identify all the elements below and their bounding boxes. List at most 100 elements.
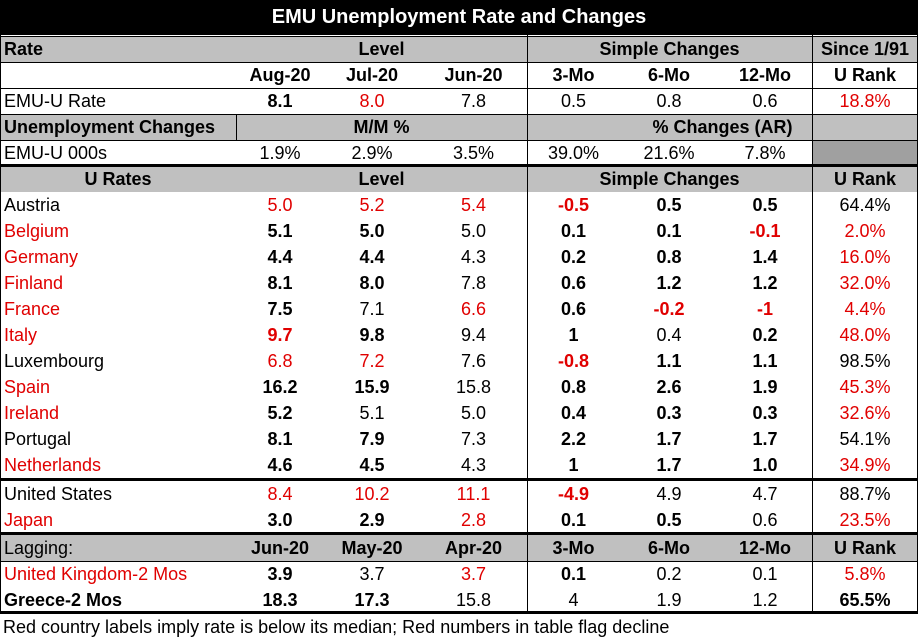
table-row: Netherlands 4.6 4.5 4.3 1 1.7 1.0 34.9% <box>0 452 918 478</box>
column-header: 3-Mo <box>527 535 620 561</box>
table-row: Ireland 5.2 5.1 5.0 0.4 0.3 0.3 32.6% <box>0 400 918 426</box>
table-cell: 98.5% <box>839 351 891 371</box>
table-row: Germany 4.4 4.4 4.3 0.2 0.8 1.4 16.0% <box>0 244 918 270</box>
table-row: Italy 9.7 9.8 9.4 1 0.4 0.2 48.0% <box>0 322 918 348</box>
table-row: Spain 16.2 15.9 15.8 0.8 2.6 1.9 45.3% <box>0 374 918 400</box>
table-cell: 15.8 <box>455 377 492 397</box>
table-cell: 0.8 <box>656 91 682 111</box>
table-cell: 5.2 <box>267 403 293 423</box>
table-cell: 7.3 <box>460 429 487 449</box>
table-cell: 1.2 <box>752 590 778 610</box>
row-divider <box>0 611 918 614</box>
table-cell: 1.2 <box>752 273 778 293</box>
table-row: Belgium 5.1 5.0 5.0 0.1 0.1 -0.1 2.0% <box>0 218 918 244</box>
table-cell: 7.5 <box>267 299 293 319</box>
row-label: EMU-U 000s <box>4 143 108 163</box>
row-label: Finland <box>4 273 64 293</box>
row-label: Austria <box>4 195 61 215</box>
table-cell: 0.2 <box>560 247 587 267</box>
table-cell: 2.2 <box>560 429 587 449</box>
column-divider <box>527 35 528 613</box>
table-cell: 5.4 <box>460 195 487 215</box>
column-header: 12-Mo <box>738 65 791 85</box>
row-divider <box>0 478 918 481</box>
table-cell: 1.0 <box>752 455 778 475</box>
table-cell: 39.0% <box>547 143 600 163</box>
row-divider <box>0 561 918 562</box>
column-header: 12-Mo <box>718 535 812 561</box>
table-row: United Kingdom-2 Mos 3.9 3.7 3.7 0.1 0.2 0.1 5.… <box>0 561 918 587</box>
row-label: Netherlands <box>4 455 102 475</box>
table-cell: 7.1 <box>359 299 385 319</box>
row-label: Spain <box>4 377 51 397</box>
table-cell: 5.0 <box>267 195 293 215</box>
table-cell: 3.7 <box>460 564 487 584</box>
row-divider <box>0 36 918 37</box>
row-label: Belgium <box>4 221 70 241</box>
header-mm: M/M % <box>236 114 527 140</box>
table-cell: 1.7 <box>752 429 778 449</box>
table-cell: 0.8 <box>656 247 682 267</box>
table-cell: 1.2 <box>656 273 682 293</box>
row-label: EMU-U Rate <box>4 91 107 111</box>
section-header-row: U Rates Level Simple Changes U Rank <box>0 166 918 192</box>
table-cell: 4.5 <box>359 455 385 475</box>
table-cell: 5.1 <box>359 403 385 423</box>
table-row: Portugal 8.1 7.9 7.3 2.2 1.7 1.7 54.1% <box>0 426 918 452</box>
table-cell: 64.4% <box>839 195 891 215</box>
empty-cell <box>812 140 918 166</box>
table-cell: 4.3 <box>460 247 487 267</box>
table-cell: 4 <box>568 590 579 610</box>
table-cell: 0.2 <box>656 564 682 584</box>
header-rate: Rate <box>0 36 236 62</box>
table-row: Greece-2 Mos 18.3 17.3 15.8 4 1.9 1.2 65.5% <box>0 587 918 613</box>
table-cell: 0.6 <box>752 510 778 530</box>
table-cell: 3.0 <box>267 510 293 530</box>
table-cell: -4.9 <box>557 484 590 504</box>
table-cell: 1.9% <box>259 143 301 163</box>
column-divider <box>812 35 813 613</box>
table-cell: 3.7 <box>359 564 385 584</box>
table-cell: 18.8% <box>839 91 891 111</box>
header-row-2: Aug-20 Jul-20 Jun-20 3-Mo 6-Mo 12-Mo U Rank <box>0 62 918 88</box>
section-header-row: Lagging: Jun-20 May-20 Apr-20 3-Mo 6-Mo 12-Mo U… <box>0 535 918 561</box>
table-cell: -0.5 <box>557 195 590 215</box>
header-simple-changes: Simple Changes <box>527 166 812 192</box>
row-label: Portugal <box>4 429 72 449</box>
table-cell: 4.4 <box>359 247 385 267</box>
table-cell: 4.4% <box>844 299 886 319</box>
table-cell: 6.8 <box>267 351 293 371</box>
table-cell: 7.8% <box>744 143 786 163</box>
row-label: Ireland <box>4 403 60 423</box>
table-cell: 0.4 <box>656 325 682 345</box>
table-cell: 0.6 <box>752 91 778 111</box>
table-cell: 7.8 <box>460 91 487 111</box>
table-row: Luxembourg 6.8 7.2 7.6 -0.8 1.1 1.1 98.5% <box>0 348 918 374</box>
table-cell: 1.7 <box>656 429 682 449</box>
table-cell: 34.9% <box>839 455 891 475</box>
header-simple-changes: Simple Changes <box>527 36 812 62</box>
row-label: United Kingdom-2 Mos <box>4 564 188 584</box>
row-label: United States <box>4 484 113 504</box>
table-cell: 2.8 <box>460 510 487 530</box>
table-row: Japan 3.0 2.9 2.8 0.1 0.5 0.6 23.5% <box>0 507 918 533</box>
footnote: Red country labels imply rate is below i… <box>3 617 670 637</box>
table-cell: 16.0% <box>839 247 891 267</box>
table-cell: 0.8 <box>560 377 587 397</box>
table-cell: 17.3 <box>354 590 390 610</box>
table-cell: -1 <box>756 299 773 319</box>
table-cell: 2.0% <box>844 221 886 241</box>
row-label: Luxembourg <box>4 351 105 371</box>
table-cell: -0.1 <box>749 221 781 241</box>
column-divider <box>236 114 237 140</box>
row-divider <box>0 140 918 141</box>
row-divider <box>0 532 918 535</box>
table-cell: 10.2 <box>354 484 390 504</box>
table-cell: 5.2 <box>359 195 385 215</box>
table-cell: 2.9% <box>351 143 393 163</box>
table-cell: 1.1 <box>656 351 682 371</box>
column-header: U Rank <box>833 65 896 85</box>
table-cell: 4.7 <box>752 484 778 504</box>
table-cell: 1 <box>568 455 579 475</box>
column-header: May-20 <box>324 535 420 561</box>
